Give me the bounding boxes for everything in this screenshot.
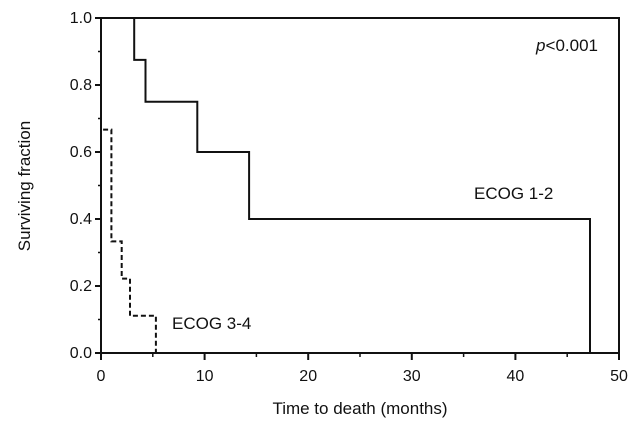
series-label-ecog-1-2: ECOG 1-2 [474,184,553,203]
x-tick-label: 40 [507,368,525,385]
y-axis-ticks: 0.0 0.2 0.4 0.6 0.8 1.0 [70,10,101,362]
y-tick-label: 0.0 [70,345,92,362]
series-line-ecog-3-4 [103,128,157,353]
x-tick-label: 0 [97,368,106,385]
y-tick-label: 0.8 [70,77,92,94]
y-tick-label: 0.4 [70,211,92,228]
x-axis-ticks: 0 10 20 30 40 50 [97,353,628,385]
series-label-ecog-3-4: ECOG 3-4 [172,314,251,333]
x-tick-label: 50 [610,368,628,385]
p-value-text: <0.001 [546,36,598,55]
x-tick-label: 10 [196,368,214,385]
p-value-annotation: p<0.001 [535,36,598,55]
y-tick-label: 0.6 [70,144,92,161]
series-line-ecog-1-2 [101,17,591,353]
x-tick-label: 30 [403,368,421,385]
p-value-symbol: p [535,36,545,55]
y-tick-label: 0.2 [70,278,92,295]
x-axis-title: Time to death (months) [272,399,447,418]
y-axis-title: Surviving fraction [15,121,34,251]
x-tick-label: 20 [299,368,317,385]
y-tick-label: 1.0 [70,10,92,27]
